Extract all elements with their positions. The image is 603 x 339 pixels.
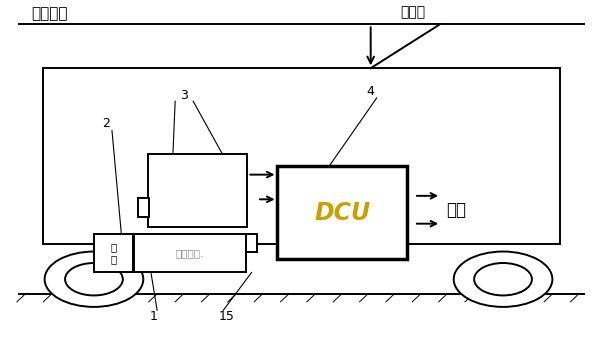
Text: 热能: 热能 [446, 201, 466, 219]
Circle shape [45, 252, 144, 307]
Text: 1: 1 [150, 310, 158, 323]
Text: 受电弓: 受电弓 [400, 5, 425, 19]
Text: 直流母线: 直流母线 [31, 6, 68, 21]
Bar [148, 154, 247, 227]
Bar [277, 166, 407, 259]
Text: 风
机: 风 机 [110, 242, 116, 264]
Bar [134, 234, 245, 273]
Bar [94, 234, 133, 273]
Text: 2: 2 [102, 117, 110, 131]
Circle shape [453, 252, 552, 307]
Text: 15: 15 [218, 310, 234, 323]
Bar [246, 234, 257, 252]
Bar [138, 198, 149, 217]
Circle shape [65, 263, 123, 295]
Text: 制动元件.: 制动元件. [175, 248, 204, 258]
Bar [43, 68, 560, 244]
Text: 4: 4 [367, 85, 374, 98]
Text: 3: 3 [180, 89, 188, 102]
Circle shape [474, 263, 532, 295]
Text: DCU: DCU [314, 201, 370, 224]
